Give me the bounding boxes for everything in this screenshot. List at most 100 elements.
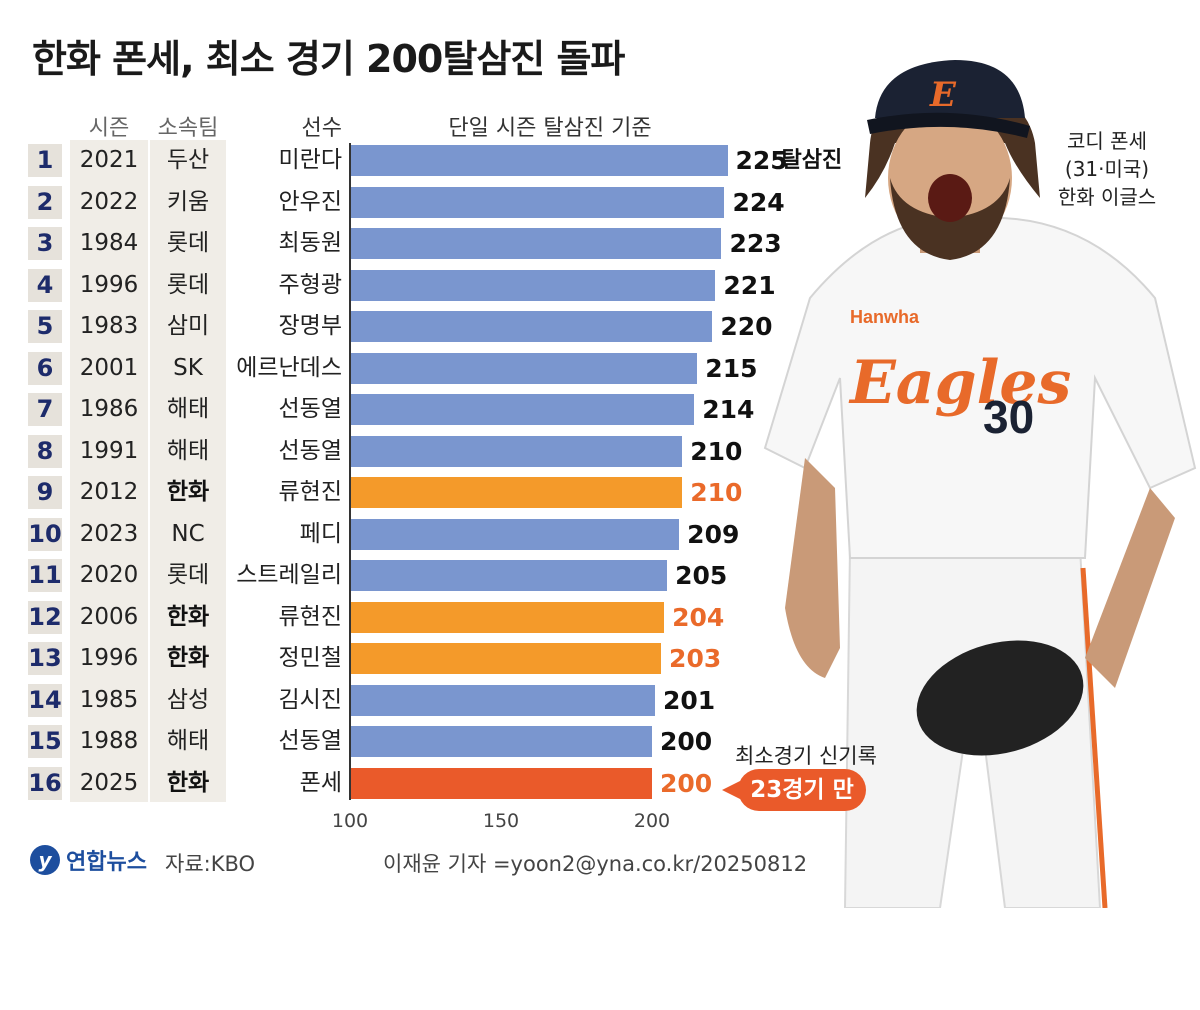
value-label: 201 — [663, 685, 716, 715]
team-cell: 해태 — [166, 728, 210, 754]
rank-badge: 11 — [28, 559, 62, 592]
team-cell: 해태 — [166, 396, 210, 422]
season-cell: 2023 — [79, 520, 139, 547]
bar-1 — [350, 145, 728, 176]
player-caption-name: 코디 폰세 — [1067, 129, 1147, 153]
value-label: 209 — [687, 519, 740, 549]
yonhap-logo: y 연합뉴스 — [30, 842, 147, 878]
x-tick-label: 200 — [633, 810, 671, 832]
season-column-header: 시즌 — [88, 116, 130, 141]
value-label: 205 — [675, 561, 728, 590]
yonhap-logo-text: 연합뉴스 — [66, 850, 147, 875]
chart-axis-line — [349, 143, 351, 800]
bar-3 — [350, 228, 722, 259]
bar-11 — [350, 560, 668, 591]
bar-12 — [350, 601, 665, 633]
value-label: 204 — [672, 602, 725, 632]
season-cell: 1985 — [79, 686, 139, 713]
table-row: 3 1984 롯데 최동원 223 — [0, 223, 1200, 265]
reporter-credit: 이재윤 기자 =yoon2@yna.co.kr/20250812 — [383, 852, 808, 876]
value-unit: 탈삼진 — [781, 148, 843, 173]
table-row: 2 2022 키움 안우진 224 — [0, 182, 1200, 224]
rank-badge: 13 — [28, 642, 62, 675]
table-row: 8 1991 해태 선동열 210 — [0, 431, 1200, 473]
player-cell: 최동원 — [278, 230, 342, 256]
table-row: 12 2006 한화 류현진 204 — [0, 597, 1200, 639]
table-row: 1 2021 두산 미란다 225 탈삼진 — [0, 140, 1200, 182]
glove-shape — [916, 640, 1084, 756]
team-cell: SK — [173, 354, 203, 381]
player-column-header: 선수 — [301, 116, 342, 141]
team-cell: 삼성 — [166, 686, 210, 713]
team-cell: 롯데 — [166, 230, 210, 256]
season-cell: 2012 — [79, 479, 139, 505]
record-callout-badge: 23경기 만 — [738, 769, 866, 811]
value-label: 223 — [729, 229, 782, 258]
season-column-background — [70, 140, 148, 802]
record-callout-label: 최소경기 신기록 — [735, 744, 877, 768]
season-cell: 1986 — [79, 396, 139, 422]
bar-4 — [350, 269, 716, 301]
rank-badge: 14 — [28, 683, 62, 717]
season-cell: 1984 — [79, 230, 139, 256]
rank-badge: 10 — [28, 517, 62, 551]
player-cell: 주형광 — [278, 271, 342, 298]
season-cell: 2006 — [79, 603, 139, 630]
value-label: 214 — [702, 395, 755, 424]
rank-badge: 12 — [28, 600, 62, 634]
player-photo: E Hanwha Eagles 30 — [763, 60, 1197, 908]
table-row: 13 1996 한화 정민철 203 — [0, 638, 1200, 680]
season-cell: 2020 — [79, 562, 139, 588]
rank-badge: 8 — [28, 434, 62, 468]
player-cell: 미란다 — [278, 147, 342, 173]
rank-badge: 5 — [28, 310, 62, 343]
table-row: 15 1988 해태 선동열 200 — [0, 721, 1200, 763]
player-cell: 김시진 — [278, 686, 342, 713]
team-column-background — [150, 140, 226, 802]
table-row: 14 1985 삼성 김시진 201 — [0, 680, 1200, 722]
season-cell: 1991 — [79, 437, 139, 464]
cap-brim — [867, 112, 1030, 138]
table-row: 7 1986 해태 선동열 214 — [0, 389, 1200, 431]
season-cell: 1996 — [79, 645, 139, 671]
season-cell: 2022 — [79, 188, 139, 215]
bar-2 — [350, 186, 725, 218]
player-cell: 폰세 — [299, 769, 342, 796]
table-row: 11 2020 롯데 스트레일리 205 — [0, 555, 1200, 597]
value-label: 225 — [735, 146, 788, 175]
data-source: 자료:KBO — [165, 852, 256, 876]
table-row: 10 2023 NC 페디 209 — [0, 514, 1200, 556]
season-cell: 1988 — [79, 728, 139, 754]
rank-badge: 4 — [28, 268, 62, 302]
jersey-number: 30 — [983, 391, 1034, 443]
team-cell: 한화 — [166, 479, 210, 505]
season-cell: 2021 — [79, 147, 139, 173]
rank-badge: 7 — [28, 393, 62, 426]
rank-badge: 2 — [28, 185, 62, 219]
page-title: 한화 폰세, 최소 경기 200탈삼진 돌파 — [32, 37, 625, 81]
table-row: 9 2012 한화 류현진 210 — [0, 472, 1200, 514]
bar-16 — [350, 767, 652, 799]
value-label: 210 — [690, 436, 743, 466]
table-row: 16 2025 한화 폰세 200 — [0, 763, 1200, 805]
bar-15 — [350, 726, 652, 757]
season-cell: 2001 — [79, 354, 139, 381]
rank-badge: 9 — [28, 476, 62, 509]
value-label: 224 — [732, 187, 785, 217]
team-cell: NC — [171, 520, 205, 547]
chart-title: 단일 시즌 탈삼진 기준 — [448, 116, 652, 141]
player-cell: 안우진 — [278, 188, 342, 215]
yonhap-logo-mark: y — [30, 845, 60, 875]
table-row: 6 2001 SK 에르난데스 215 — [0, 348, 1200, 390]
bar-8 — [350, 435, 683, 467]
bar-5 — [350, 311, 713, 342]
team-cell: 키움 — [166, 188, 210, 215]
player-cell: 선동열 — [278, 728, 342, 754]
value-label: 221 — [723, 270, 776, 300]
bar-14 — [350, 684, 656, 716]
rank-badge: 6 — [28, 351, 62, 385]
team-cell: 두산 — [166, 147, 210, 173]
team-cell: 해태 — [166, 437, 210, 464]
team-cell: 롯데 — [166, 271, 210, 298]
season-cell: 2025 — [79, 769, 139, 796]
